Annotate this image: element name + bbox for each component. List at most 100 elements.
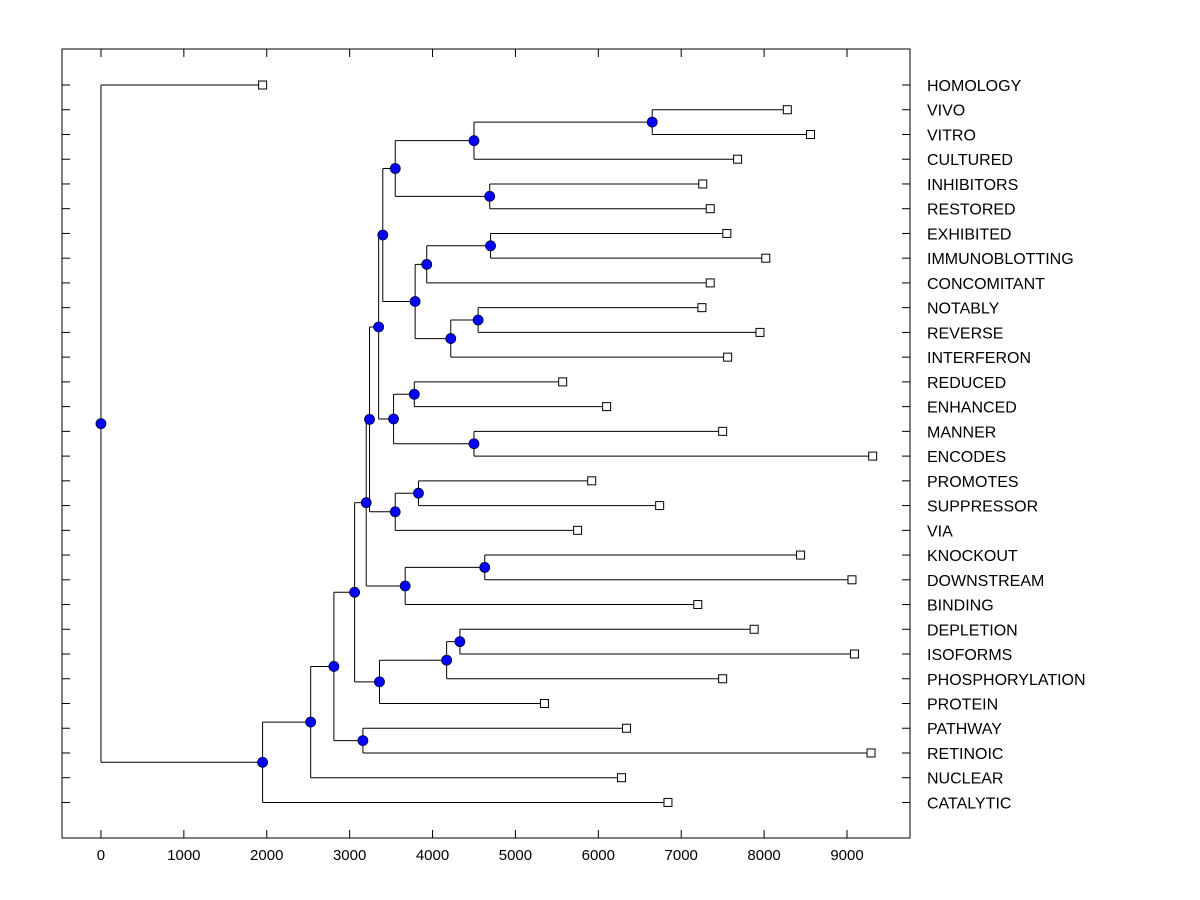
x-tick-label-7000: 7000 bbox=[665, 847, 698, 864]
leaf-marker-catalytic bbox=[663, 797, 673, 807]
leaf-label-depletion: DEPLETION bbox=[927, 622, 1018, 639]
leaf-marker-promotes bbox=[587, 476, 597, 486]
leaf-label-homology: HOMOLOGY bbox=[927, 78, 1022, 95]
leaf-labels: HOMOLOGY VIVO VITRO CULTURED INHIBITORS RESTO… bbox=[927, 78, 1086, 812]
merge-node-markers bbox=[95, 116, 658, 768]
leaf-marker-vitro bbox=[806, 129, 816, 139]
x-tick-label-6000: 6000 bbox=[582, 847, 615, 864]
leaf-marker-via bbox=[573, 525, 583, 535]
leaf-marker-homology bbox=[258, 80, 268, 90]
leaf-marker-binding bbox=[693, 600, 703, 610]
leaf-label-cultured: CULTURED bbox=[927, 152, 1013, 169]
merge-node-m11 bbox=[408, 388, 420, 400]
leaf-marker-encodes bbox=[868, 451, 878, 461]
x-axis-tick-labels: 0 1000 2000 3000 4000 5000 6000 7000 8000 9000 bbox=[97, 847, 864, 864]
leaf-marker-reduced bbox=[558, 377, 568, 387]
merge-node-m26 bbox=[328, 661, 340, 672]
leaf-marker-phosphorylation bbox=[718, 674, 728, 684]
leaf-label-encodes: ENCODES bbox=[927, 449, 1006, 466]
leaf-label-manner: MANNER bbox=[927, 424, 996, 441]
leaf-marker-downstream bbox=[847, 575, 857, 585]
leaf-label-reduced: REDUCED bbox=[927, 375, 1006, 392]
leaf-label-isoforms: ISOFORMS bbox=[927, 647, 1012, 664]
merge-node-m10 bbox=[377, 229, 389, 241]
merge-node-m12 bbox=[468, 438, 480, 450]
leaf-marker-manner bbox=[718, 426, 728, 436]
leaf-label-downstream: DOWNSTREAM bbox=[927, 573, 1044, 590]
leaf-label-promotes: PROMOTES bbox=[927, 474, 1019, 491]
leaf-label-reverse: REVERSE bbox=[927, 325, 1003, 342]
leaf-marker-restored bbox=[705, 204, 715, 214]
x-tick-label-2000: 2000 bbox=[250, 847, 283, 864]
leaf-label-immunoblotting: IMMUNOBLOTTING bbox=[927, 251, 1074, 268]
leaf-label-phosphorylation: PHOSPHORYLATION bbox=[927, 672, 1086, 689]
leaf-label-protein: PROTEIN bbox=[927, 697, 998, 714]
leaf-label-concomitant: CONCOMITANT bbox=[927, 276, 1045, 293]
leaf-label-pathway: PATHWAY bbox=[927, 721, 1002, 738]
leaf-marker-notably bbox=[697, 303, 707, 313]
leaf-marker-concomitant bbox=[705, 278, 715, 288]
leaf-label-interferon: INTERFERON bbox=[927, 350, 1031, 367]
merge-node-m18 bbox=[479, 562, 491, 573]
merge-node-m19 bbox=[399, 580, 411, 592]
merge-node-m17 bbox=[364, 413, 375, 425]
plot-frame bbox=[61, 48, 911, 839]
merge-node-m27 bbox=[305, 716, 317, 728]
leaf-marker-isoforms bbox=[849, 649, 859, 659]
leaf-label-retinoic: RETINOIC bbox=[927, 746, 1003, 763]
leaf-marker-pathway bbox=[622, 723, 632, 733]
leaf-marker-interferon bbox=[723, 352, 733, 362]
leaf-label-inhibitors: INHIBITORS bbox=[927, 177, 1018, 194]
merge-node-m15 bbox=[413, 487, 424, 499]
merge-node-m14 bbox=[373, 321, 385, 333]
leaf-label-binding: BINDING bbox=[927, 598, 994, 615]
leaf-label-vitro: VITRO bbox=[927, 127, 976, 144]
axis-ticks bbox=[62, 49, 910, 838]
x-tick-label-3000: 3000 bbox=[333, 847, 366, 864]
x-tick-label-1000: 1000 bbox=[167, 847, 200, 864]
leaf-marker-protein bbox=[539, 699, 549, 708]
leaf-marker-immunoblotting bbox=[761, 253, 771, 263]
x-tick-label-8000: 8000 bbox=[747, 847, 780, 864]
merge-node-m4 bbox=[389, 163, 401, 174]
leaf-marker-retinoic bbox=[866, 748, 876, 758]
leaf-label-catalytic: CATALYTIC bbox=[927, 795, 1011, 812]
merge-node-m6 bbox=[421, 258, 433, 270]
merge-node-m8 bbox=[445, 333, 457, 344]
merge-node-m9 bbox=[409, 296, 421, 307]
leaf-marker-exhibited bbox=[722, 228, 732, 238]
leaf-marker-enhanced bbox=[602, 402, 612, 412]
leaf-label-vivo: VIVO bbox=[927, 103, 965, 120]
merge-node-m5 bbox=[485, 240, 496, 252]
leaf-marker-cultured bbox=[733, 154, 743, 164]
leaf-label-restored: RESTORED bbox=[927, 202, 1016, 219]
merge-node-m7 bbox=[472, 314, 484, 326]
merge-node-m23 bbox=[374, 676, 385, 688]
x-tick-label-9000: 9000 bbox=[830, 847, 863, 864]
leaf-label-notably: NOTABLY bbox=[927, 301, 1000, 318]
leaf-marker-inhibitors bbox=[698, 179, 708, 189]
merge-node-m2 bbox=[468, 135, 480, 147]
leaf-label-exhibited: EXHIBITED bbox=[927, 226, 1011, 243]
leaf-marker-depletion bbox=[749, 624, 759, 634]
leaf-marker-suppressor bbox=[655, 501, 665, 511]
x-tick-label-5000: 5000 bbox=[499, 847, 532, 864]
merge-node-m25 bbox=[357, 735, 369, 747]
leaf-label-knockout: KNOCKOUT bbox=[927, 548, 1018, 565]
merge-node-m20 bbox=[360, 497, 372, 509]
leaf-marker-knockout bbox=[796, 550, 806, 560]
leaf-marker-reverse bbox=[755, 327, 765, 337]
leaf-label-via: VIA bbox=[927, 523, 953, 540]
merge-node-m16 bbox=[389, 506, 401, 518]
x-tick-label-4000: 4000 bbox=[416, 847, 449, 864]
leaf-label-enhanced: ENHANCED bbox=[927, 400, 1017, 417]
leaf-markers bbox=[258, 80, 878, 807]
merge-node-m13 bbox=[388, 413, 399, 425]
leaf-marker-nuclear bbox=[617, 773, 627, 783]
merge-node-m24 bbox=[349, 586, 361, 598]
leaf-label-suppressor: SUPPRESSOR bbox=[927, 499, 1038, 516]
merge-node-m22 bbox=[441, 654, 453, 666]
merge-node-m21 bbox=[454, 636, 466, 648]
leaf-label-nuclear: NUCLEAR bbox=[927, 771, 1003, 788]
merge-node-m1 bbox=[646, 116, 658, 128]
